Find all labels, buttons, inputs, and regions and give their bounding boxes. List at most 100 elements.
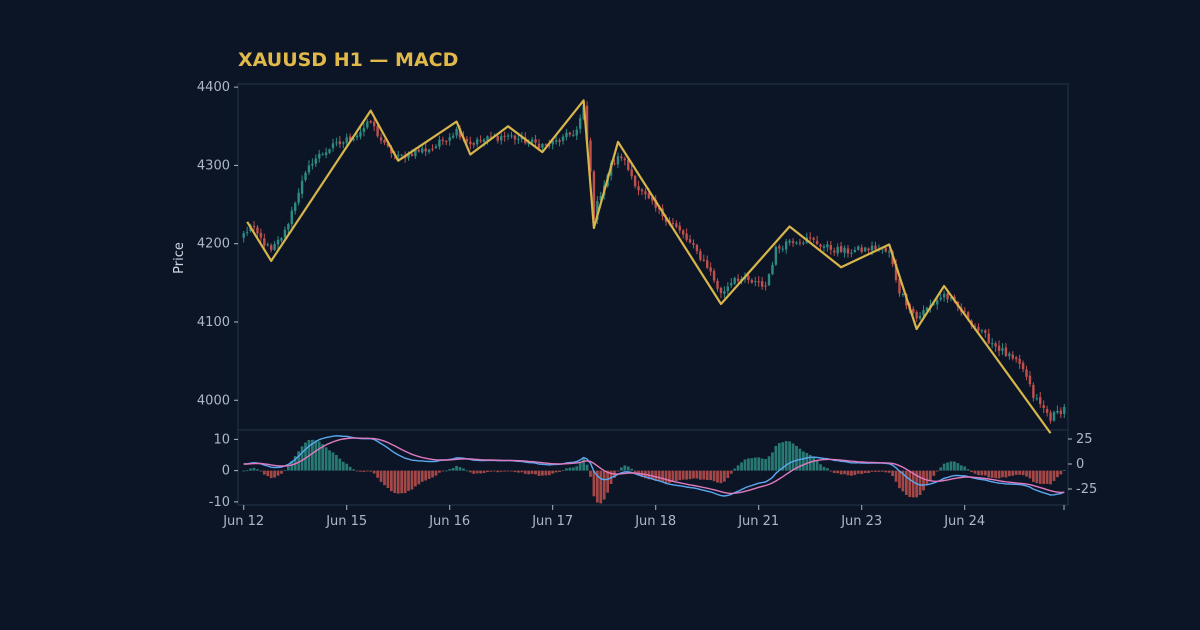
candle-body <box>451 135 455 138</box>
candle-body <box>417 150 421 152</box>
candle-body <box>774 246 778 265</box>
candle-body <box>915 312 918 319</box>
macd-histogram-bar <box>788 441 791 471</box>
price-tick-label: 4300 <box>197 158 230 173</box>
candle-body <box>736 278 740 281</box>
macd-histogram-bar <box>736 465 740 471</box>
macd-right-tick-label: 0 <box>1076 457 1084 472</box>
macd-histogram-bar <box>860 470 864 475</box>
candle-body <box>290 210 293 225</box>
macd-histogram-bar <box>300 446 304 471</box>
candle-body <box>809 237 812 239</box>
x-tick-label: Jun 16 <box>428 514 470 529</box>
macd-histogram-bar <box>850 470 853 476</box>
macd-histogram-bar <box>541 470 544 476</box>
candle-body <box>977 327 980 331</box>
candle-body <box>352 138 355 141</box>
candle-body <box>242 233 245 238</box>
candle-body <box>345 137 348 143</box>
macd-histogram-bar <box>475 470 479 474</box>
candle-body <box>802 242 805 244</box>
candle-body <box>795 242 798 244</box>
macd-histogram-bar <box>324 447 328 471</box>
macd-histogram-bar <box>843 470 846 475</box>
candle-body <box>273 244 276 250</box>
macd-histogram-bar <box>489 470 493 472</box>
candle-body <box>850 252 853 254</box>
macd-histogram-bar <box>458 467 462 471</box>
candle-body <box>767 274 771 286</box>
candle-body <box>747 275 750 281</box>
candle-body <box>465 138 469 142</box>
macd-histogram-bar <box>575 466 579 471</box>
macd-histogram-bar <box>1007 470 1011 477</box>
macd-histogram-bar <box>468 470 472 473</box>
macd-histogram-bar <box>513 470 517 473</box>
macd-histogram-bar <box>595 470 599 503</box>
macd-histogram-bar <box>953 461 956 471</box>
macd-histogram-bar <box>290 461 294 471</box>
macd-histogram-bar <box>832 470 836 474</box>
signal-line <box>243 437 1065 495</box>
x-tick-label: Jun 12 <box>222 514 264 529</box>
macd-histogram-bar <box>417 470 421 485</box>
candle-body <box>760 281 764 287</box>
candle-body <box>335 142 338 144</box>
candle-body <box>500 136 503 141</box>
macd-histogram-bar <box>887 470 891 473</box>
macd-histogram-bar <box>880 470 884 472</box>
candle-body <box>506 135 510 137</box>
candle-body <box>475 139 479 145</box>
candle-body <box>297 192 300 203</box>
macd-histogram-bar <box>1011 470 1015 476</box>
candle-body <box>510 135 513 137</box>
candle-body <box>400 154 403 156</box>
candle-body <box>781 248 784 250</box>
candle-body <box>589 140 592 172</box>
macd-histogram-bar <box>276 470 280 476</box>
macd-histogram-bar <box>283 470 287 472</box>
candle-body <box>1001 348 1004 351</box>
candle-body <box>723 291 726 294</box>
macd-histogram-bar <box>1062 469 1066 471</box>
macd-histogram-bar <box>846 470 850 476</box>
candle-body <box>548 145 551 147</box>
candle-body <box>675 223 678 227</box>
macd-histogram-bar <box>891 470 894 476</box>
macd-histogram-bar <box>626 466 630 471</box>
macd-histogram-bar <box>355 470 359 472</box>
macd-histogram-bar <box>245 470 249 472</box>
candle-body <box>568 132 572 135</box>
macd-histogram-bar <box>795 445 798 471</box>
macd-histogram-bar <box>973 470 977 474</box>
candle-body <box>860 247 863 252</box>
macd-histogram-bar <box>1021 470 1025 476</box>
macd-histogram-bar <box>561 470 565 472</box>
candle-body <box>973 325 977 327</box>
macd-histogram-bar <box>492 470 496 472</box>
candle-body <box>379 137 383 141</box>
candle-body <box>702 259 705 261</box>
candle-body <box>870 245 874 251</box>
macd-histogram-bar <box>705 470 709 481</box>
macd-histogram-bar <box>650 470 654 480</box>
candle-body <box>321 154 324 156</box>
candle-body <box>874 245 877 250</box>
candle-body <box>458 128 462 138</box>
candle-body <box>1059 410 1063 415</box>
candle-body <box>482 139 486 142</box>
macd-histogram-bar <box>506 470 510 472</box>
candle-body <box>407 153 410 158</box>
candle-body <box>455 128 458 136</box>
price-tick-label: 4000 <box>197 393 230 408</box>
candle-body <box>304 172 307 181</box>
candle-body <box>712 270 716 281</box>
macd-histogram-bar <box>565 468 568 471</box>
macd-histogram-bar <box>894 470 898 482</box>
candle-body <box>654 199 657 208</box>
macd-histogram-bar <box>729 470 733 474</box>
macd-histogram-bar <box>571 467 575 471</box>
macd-histogram-bar <box>331 452 335 471</box>
candle-body <box>558 140 561 142</box>
candle-body <box>942 293 946 298</box>
